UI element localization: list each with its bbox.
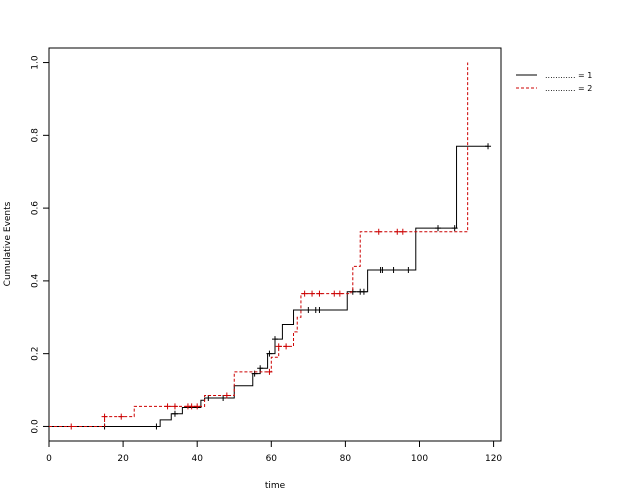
y-tick-label: 0.2 <box>31 347 41 361</box>
y-axis-label: Cumulative Events <box>3 201 13 286</box>
series-2-censor-mark <box>275 343 282 350</box>
series-1-censor-mark <box>171 410 178 417</box>
x-tick-label: 0 <box>46 454 52 464</box>
x-axis: 0 20 40 60 80 100 120 <box>46 440 502 464</box>
series-1-censor-mark <box>485 143 492 150</box>
series-1-censor-mark <box>405 266 412 273</box>
series-2-censor-mark <box>394 228 401 235</box>
x-tick-label: 20 <box>117 454 129 464</box>
series-1-censor-mark <box>451 225 458 232</box>
series-2-censor-mark <box>194 403 201 410</box>
plot-frame <box>48 47 502 442</box>
series-2-censor-mark <box>309 290 316 297</box>
series-1-censor-mark <box>390 266 397 273</box>
series-2-step-line <box>49 62 469 427</box>
series-1-step-line <box>49 145 489 427</box>
series-2-censor-mark <box>331 290 338 297</box>
series-2-censor-mark <box>164 403 171 410</box>
series-1-censor-mark <box>379 266 386 273</box>
series-1-censor-mark <box>272 336 278 343</box>
y-tick-label: 0.8 <box>31 128 41 143</box>
series-2-censor-mark <box>399 228 406 235</box>
series-2-censor-mark <box>188 403 195 410</box>
y-tick-label: 1.0 <box>31 55 41 70</box>
series-2-censor-mark <box>266 368 273 375</box>
series-1-censor-mark <box>435 225 442 232</box>
y-tick-label: 0.4 <box>31 273 41 288</box>
x-tick-label: 80 <box>340 454 352 464</box>
series-2-censor-mark <box>301 290 308 297</box>
legend-entry-1: ............ = 1 <box>545 71 592 80</box>
series-layer <box>49 62 492 430</box>
legend-entry-2: ............ = 2 <box>545 84 592 93</box>
x-axis-label: time <box>265 481 286 491</box>
series-1-censor-mark <box>220 395 227 402</box>
series-1-censor-mark <box>305 307 312 313</box>
x-tick-label: 60 <box>266 454 278 464</box>
series-2-censor-mark <box>336 290 343 297</box>
series-1-censor-mark <box>153 423 160 430</box>
series-1-censor-mark <box>316 307 323 313</box>
series-2-censor-mark <box>68 423 75 430</box>
x-tick-label: 120 <box>485 454 502 464</box>
x-tick-label: 100 <box>411 454 428 464</box>
x-tick-label: 40 <box>191 454 203 464</box>
series-2-censor-mark <box>316 290 323 297</box>
series-2-censor-mark <box>375 228 382 235</box>
series-2-censor-mark <box>171 403 178 410</box>
legend: ............ = 1 ............ = 2 <box>516 71 592 93</box>
series-1-censor-mark <box>360 288 367 295</box>
y-tick-label: 0.6 <box>31 201 41 216</box>
series-2-censor-mark <box>101 413 108 420</box>
y-tick-label: 0.0 <box>31 419 41 434</box>
series-2-censor-mark <box>118 413 125 420</box>
series-2-censor-mark <box>223 392 230 399</box>
series-1-censor-mark <box>266 350 273 357</box>
series-1-censor-mark <box>257 365 264 372</box>
series-1-censor-mark <box>205 395 212 402</box>
y-axis: 0.0 0.2 0.4 0.6 0.8 1.0 <box>31 55 50 434</box>
series-2-censor-mark <box>283 343 290 350</box>
